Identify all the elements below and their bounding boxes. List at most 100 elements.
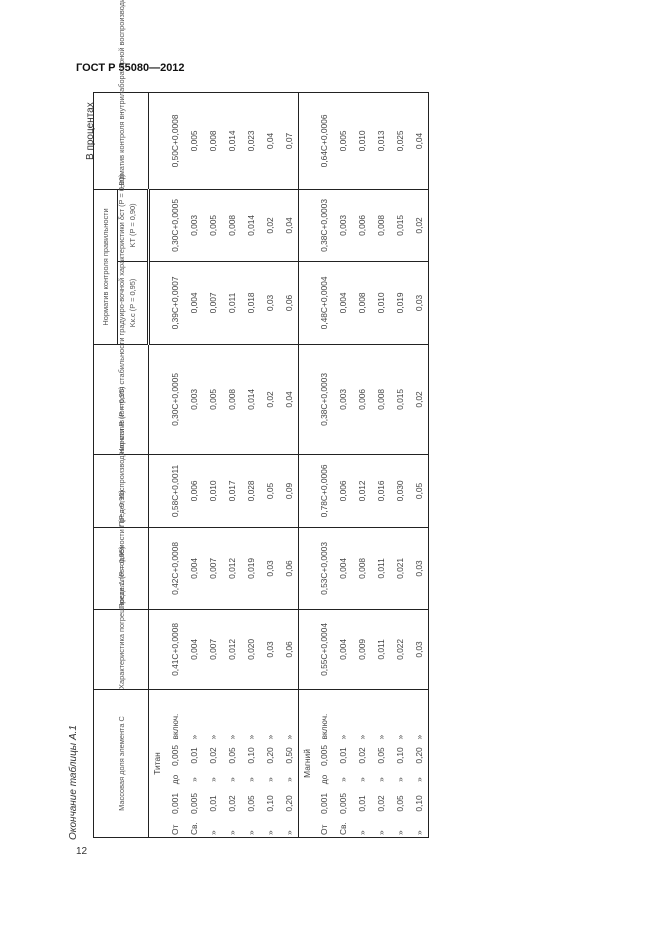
table-cell: 0,004 [184,527,203,610]
standard-number: ГОСТ Р 55080—2012 [76,62,185,74]
table-cell: От [314,817,333,838]
table-cell: 0,005 [318,745,329,766]
table-row: От 0,001 до 0,005 включ. 0,55С+0,0004 0,53С+0,… [314,92,333,838]
table-row: » 0,20» 0,50» 0,06 0,06 0,09 0,04 0,06 0,04 0,07 [279,92,299,838]
table-cell: 0,41С+0,0008 [165,609,184,690]
header-delta: Характеристика погрешности Δ (P = 0,95) [93,546,149,690]
table-cell: » [352,817,371,838]
table-cell: 0,003 [184,189,203,262]
table-cell: » [409,769,429,790]
table-cell: » [409,689,429,742]
table-cell: 0,011 [371,527,390,610]
table-cell: до [318,774,329,785]
table-cell: 0,78С+0,0006 [314,454,333,528]
table-cell: 0,005 [203,189,222,262]
table-cell: » [226,777,237,782]
header-dst: Норматив контроля стабильности градуиро-… [93,174,149,455]
table-cell: 0,01 [207,795,218,812]
table-cell: 0,30С+0,0005 [165,344,184,455]
table-cell: 0,05 [394,795,405,812]
table-cell: » [337,777,348,782]
table-cell: 0,53С+0,0003 [314,527,333,610]
data-table: Массовая доля элемента С Характеристика … [93,0,429,838]
table-cell: 0,012 [222,609,241,690]
table-cell: » [226,734,237,740]
table-cell: 0,10 [394,747,405,764]
table-cell: 0,03 [260,527,279,610]
table-cell: 0,001 [318,793,329,814]
table-cell: 0,003 [333,344,352,455]
table-cell: 0,006 [352,344,371,455]
table-cell: 0,005 [337,793,348,814]
table-cell: 0,009 [352,609,371,690]
table-cell: 0,58С+0,0011 [165,454,184,528]
table-cell: 0,030 [390,454,409,528]
table-cell: 0,03 [409,609,429,690]
table-row: » 0,10» 0,20» 0,03 0,03 0,05 0,02 0,03 0,02 0,04 [260,92,279,838]
table-cell: 0,38С+0,0003 [314,344,333,455]
table-cell: » [283,777,294,782]
table-cell: 0,07 [279,92,299,190]
section-name: Магний [298,689,314,838]
table-cell: включ. [169,713,180,740]
table-cell: 0,008 [352,527,371,610]
table-cell: » [207,777,218,782]
table-cell: 0,014 [241,189,260,262]
table-cell: 0,008 [222,344,241,455]
table-cell: 0,006 [333,454,352,528]
table-cell: 0,004 [184,261,203,345]
table-cell: 0,008 [371,189,390,262]
header-mass: Массовая доля элемента С [93,689,149,838]
table-cell: 0,03 [260,261,279,345]
section-label-row: Магний [298,92,314,838]
table-cell: 0,020 [241,609,260,690]
table-cell: 0,019 [390,261,409,345]
table-cell: 0,008 [352,261,371,345]
table-cell: » [409,817,429,838]
table-caption: Окончание таблицы А.1 [68,725,79,840]
table-cell: 0,015 [390,189,409,262]
table-cell: 0,01 [337,747,348,764]
table-cell: » [356,734,367,740]
table-cell: 0,004 [333,527,352,610]
table-cell: 0,05 [375,747,386,764]
table-cell: 0,005 [203,344,222,455]
table-cell: 0,003 [333,189,352,262]
table-cell: 0,30С+0,0005 [165,189,184,262]
table-cell: 0,023 [241,92,260,190]
table-cell: 0,011 [222,261,241,345]
table-row: От 0,001 до 0,005 включ. 0,41С+0,0008 0,42С+0,… [165,92,184,838]
table-row: » 0,10» 0,20» 0,03 0,03 0,05 0,02 0,03 0,02 0,04 [409,92,429,838]
table-cell: 0,004 [333,261,352,345]
table-cell: 0,003 [184,344,203,455]
table-cell: 0,55С+0,0004 [314,609,333,690]
table-cell: 0,004 [184,609,203,690]
table-cell: 0,02 [409,189,429,262]
table-cell: 0,011 [371,609,390,690]
table-cell: » [264,734,275,740]
data-table-wrapper: Массовая доля элемента С Характеристика … [93,0,450,838]
table-cell: Св. [184,817,203,838]
table-cell: 0,025 [390,92,409,190]
section-name: Титан [148,689,165,838]
table-cell: 0,010 [352,92,371,190]
table-row: Св. 0,005» 0,01» 0,004 0,004 0,006 0,003 0,004 0… [184,92,203,838]
table-cell: 0,05 [245,795,256,812]
table-cell: 0,021 [390,527,409,610]
table-cell: » [245,777,256,782]
table-cell: 0,015 [390,344,409,455]
table-cell: 0,09 [279,454,299,528]
table-cell: 0,01 [188,747,199,764]
table-cell: 0,005 [184,92,203,190]
table-cell: 0,20 [264,747,275,764]
table-body: Титан От 0,001 до 0,005 включ. 0,41С+0,0008 0,4… [148,92,429,838]
table-cell: 0,013 [371,92,390,190]
table-cell: 0,06 [279,609,299,690]
table-cell: 0,014 [241,344,260,455]
table-cell: 0,04 [409,92,429,190]
table-row: » 0,01» 0,02» 0,007 0,007 0,010 0,005 0,007 0,00… [203,92,222,838]
table-cell: 0,001 [169,793,180,814]
table-cell: 0,008 [222,189,241,262]
table-cell: 0,010 [371,261,390,345]
header-R: Предел воспроизводимо-сти R (P = 0,95) [93,387,149,528]
